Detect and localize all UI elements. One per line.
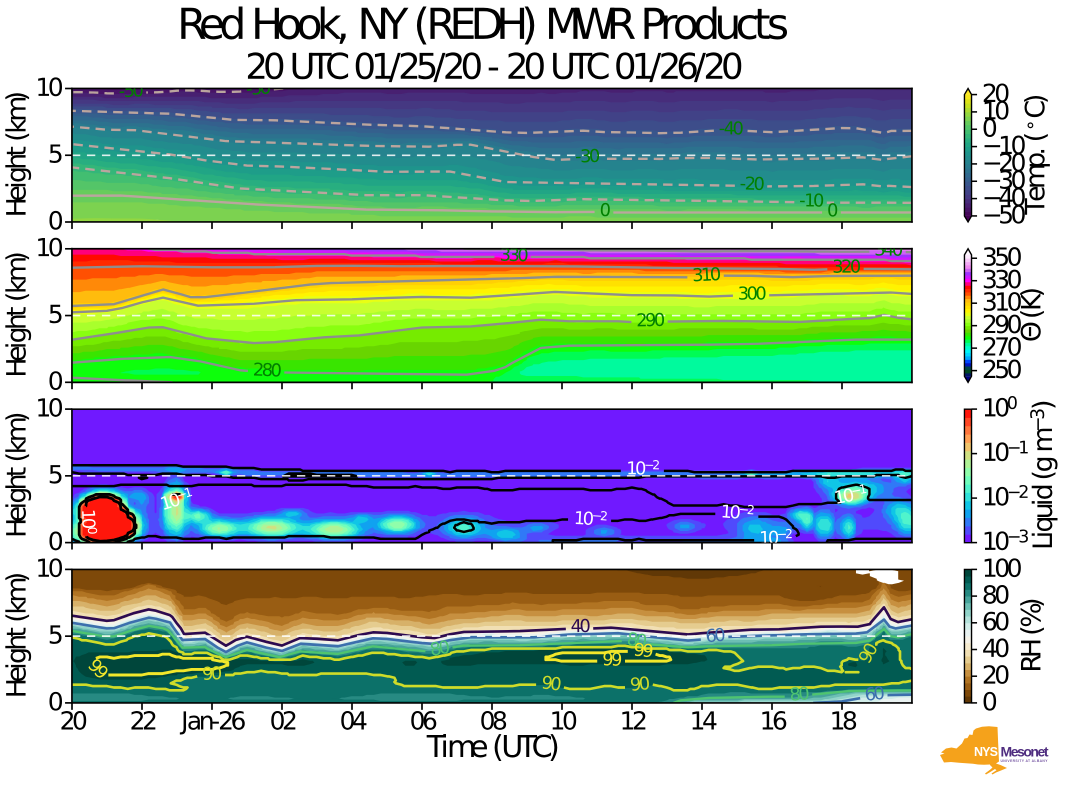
svg-text:Mesonet: Mesonet <box>1000 744 1048 760</box>
svg-text:NYS: NYS <box>974 745 998 759</box>
svg-text:UNIVERSITY AT ALBANY: UNIVERSITY AT ALBANY <box>1000 759 1048 763</box>
